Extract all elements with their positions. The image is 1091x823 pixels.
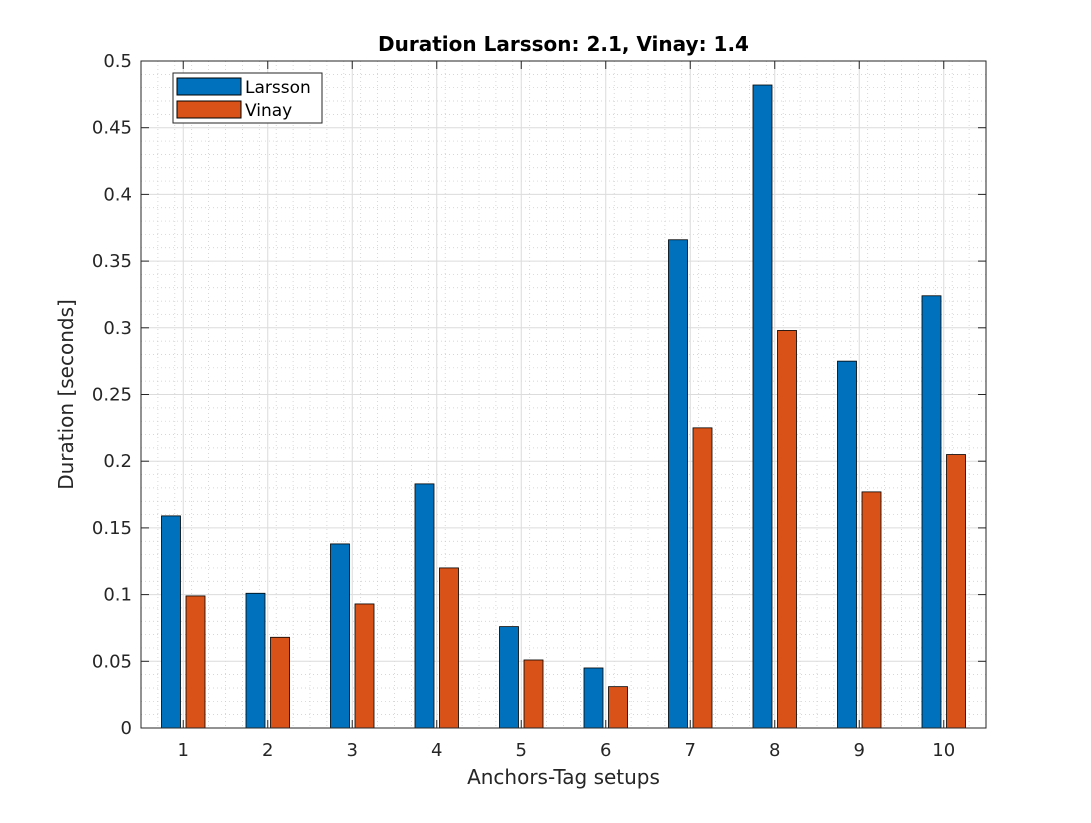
x-tick-label: 5 bbox=[516, 740, 527, 761]
bar-larsson-3 bbox=[330, 543, 350, 729]
y-axis-ticks: 0 0.05 0.1 0.15 0.2 0.25 0.3 0.35 0.4 0.45 0.5 bbox=[92, 51, 986, 739]
y-tick-label: 0.05 bbox=[92, 651, 132, 672]
bar-vinay-6 bbox=[608, 686, 628, 729]
y-tick-label: 0.45 bbox=[92, 118, 132, 139]
y-axis-label: Duration [seconds] bbox=[54, 299, 78, 490]
bar-larsson-7 bbox=[668, 239, 688, 729]
bar-larsson-10 bbox=[921, 295, 942, 729]
bar-vinay-2 bbox=[270, 636, 290, 729]
bar-vinay-4 bbox=[439, 567, 459, 729]
bar-vinay-5 bbox=[523, 659, 544, 729]
y-tick-label: 0.1 bbox=[103, 585, 132, 606]
bar-larsson-6 bbox=[583, 667, 604, 729]
bar-vinay-8 bbox=[777, 330, 797, 729]
x-tick-label: 8 bbox=[769, 740, 780, 761]
bar-larsson-5 bbox=[499, 626, 519, 729]
x-axis-ticks: 1 2 3 4 5 6 7 8 9 10 bbox=[178, 61, 955, 761]
x-tick-label: 4 bbox=[431, 740, 442, 761]
legend-swatch-vinay bbox=[176, 100, 242, 119]
bar-vinay-1 bbox=[185, 595, 206, 729]
y-tick-label: 0.4 bbox=[103, 184, 132, 205]
x-tick-label: 3 bbox=[347, 740, 358, 761]
bar-vinay-7 bbox=[692, 427, 713, 729]
bar-larsson-4 bbox=[414, 483, 435, 729]
legend: Larsson Vinay bbox=[172, 72, 323, 124]
y-tick-label: 0.2 bbox=[103, 451, 132, 472]
x-tick-label: 9 bbox=[854, 740, 865, 761]
y-tick-label: 0.5 bbox=[103, 51, 132, 72]
y-tick-label: 0.15 bbox=[92, 518, 132, 539]
y-tick-label: 0 bbox=[121, 718, 132, 739]
bar-larsson-8 bbox=[752, 84, 773, 729]
y-tick-label: 0.3 bbox=[103, 318, 132, 339]
bar-vinay-10 bbox=[946, 454, 966, 729]
legend-label-vinay: Vinay bbox=[245, 101, 292, 121]
chart-title: Duration Larsson: 2.1, Vinay: 1.4 bbox=[378, 32, 749, 56]
x-axis-label: Anchors-Tag setups bbox=[467, 765, 660, 789]
x-tick-label: 7 bbox=[685, 740, 696, 761]
x-tick-label: 6 bbox=[600, 740, 611, 761]
y-tick-label: 0.25 bbox=[92, 385, 132, 406]
grid-layer bbox=[141, 60, 986, 729]
bar-larsson-1 bbox=[161, 515, 181, 729]
bar-vinay-3 bbox=[354, 603, 375, 729]
x-tick-label: 10 bbox=[932, 740, 955, 761]
bar-larsson-9 bbox=[837, 360, 857, 729]
bar-vinay-9 bbox=[861, 491, 882, 729]
legend-label-larsson: Larsson bbox=[245, 78, 311, 98]
x-tick-label: 1 bbox=[178, 740, 189, 761]
bar-larsson-2 bbox=[245, 592, 266, 729]
legend-swatch-larsson bbox=[176, 77, 242, 96]
x-tick-label: 2 bbox=[262, 740, 273, 761]
y-tick-label: 0.35 bbox=[92, 251, 132, 272]
